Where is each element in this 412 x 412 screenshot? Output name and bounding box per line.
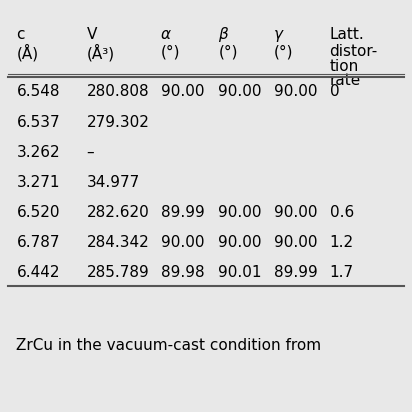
Text: 89.99: 89.99 <box>274 265 318 280</box>
Text: distor-: distor- <box>330 44 378 59</box>
Text: ZrCu in the vacuum-cast condition from: ZrCu in the vacuum-cast condition from <box>16 338 322 353</box>
Text: 90.00: 90.00 <box>274 84 318 99</box>
Text: (°): (°) <box>161 44 180 59</box>
Text: 6.787: 6.787 <box>16 235 60 250</box>
Text: 280.808: 280.808 <box>87 84 149 99</box>
Text: 279.302: 279.302 <box>87 115 150 129</box>
Text: β: β <box>218 27 228 42</box>
Text: 0.6: 0.6 <box>330 205 354 220</box>
Text: Latt.: Latt. <box>330 27 364 42</box>
Text: 6.537: 6.537 <box>16 115 60 129</box>
Text: 90.00: 90.00 <box>218 235 262 250</box>
Text: 3.271: 3.271 <box>16 175 60 190</box>
Text: rate: rate <box>330 73 361 87</box>
Text: 90.00: 90.00 <box>161 235 204 250</box>
Text: –: – <box>87 145 94 159</box>
Text: (°): (°) <box>274 44 293 59</box>
Text: 6.520: 6.520 <box>16 205 60 220</box>
Text: c: c <box>16 27 25 42</box>
Text: 90.01: 90.01 <box>218 265 262 280</box>
Text: 89.98: 89.98 <box>161 265 204 280</box>
Text: 90.00: 90.00 <box>274 205 318 220</box>
Text: 0: 0 <box>330 84 339 99</box>
Text: 1.2: 1.2 <box>330 235 354 250</box>
Text: γ: γ <box>274 27 283 42</box>
Text: tion: tion <box>330 59 359 73</box>
Text: 90.00: 90.00 <box>161 84 204 99</box>
Text: 282.620: 282.620 <box>87 205 149 220</box>
Text: (Å³): (Å³) <box>87 44 115 62</box>
Text: 90.00: 90.00 <box>218 84 262 99</box>
Text: (°): (°) <box>218 44 238 59</box>
Text: 34.977: 34.977 <box>87 175 140 190</box>
Text: 90.00: 90.00 <box>274 235 318 250</box>
Text: 6.548: 6.548 <box>16 84 60 99</box>
Text: 285.789: 285.789 <box>87 265 149 280</box>
Text: 89.99: 89.99 <box>161 205 204 220</box>
Text: 1.7: 1.7 <box>330 265 354 280</box>
Text: V: V <box>87 27 97 42</box>
Text: (Å): (Å) <box>16 44 39 62</box>
Text: 3.262: 3.262 <box>16 145 60 159</box>
Text: 284.342: 284.342 <box>87 235 149 250</box>
Text: α: α <box>161 27 171 42</box>
Text: 90.00: 90.00 <box>218 205 262 220</box>
Text: 6.442: 6.442 <box>16 265 60 280</box>
